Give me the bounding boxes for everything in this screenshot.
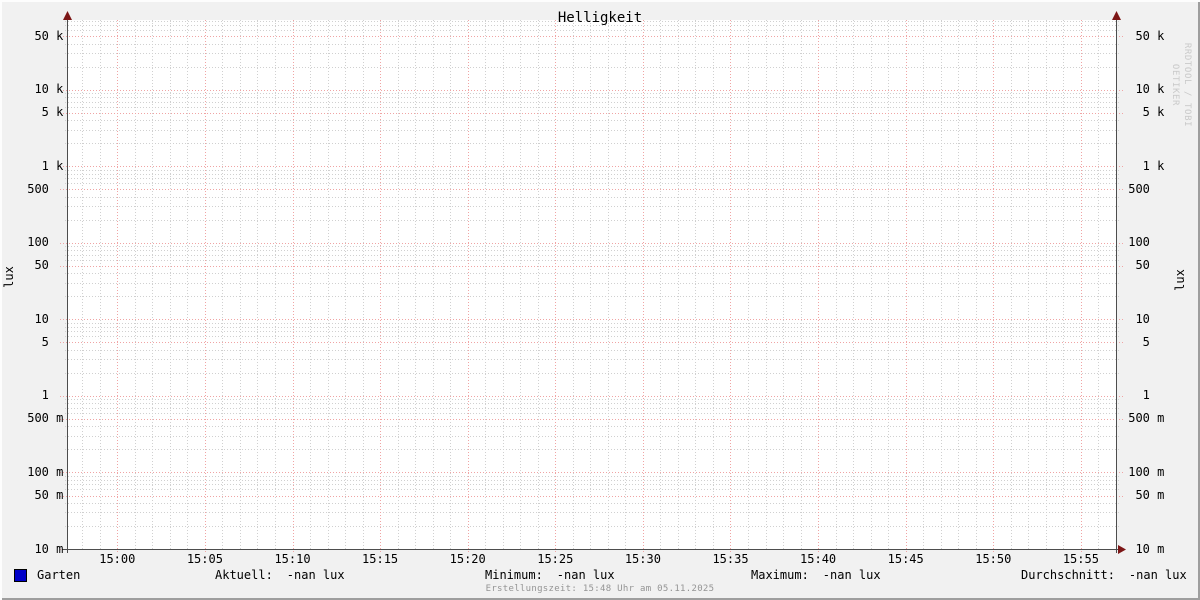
y-tick-label-left: 10 m bbox=[20, 541, 64, 556]
minor-gridlines bbox=[65, 20, 1120, 551]
y-tick-label-left: 500 bbox=[20, 181, 64, 196]
x-tick-label: 15:20 bbox=[449, 552, 486, 566]
y-tick-label-left: 1 k bbox=[20, 158, 64, 173]
y-tick-label-left: 100 m bbox=[20, 464, 64, 479]
x-tick-label: 15:50 bbox=[975, 552, 1012, 566]
y-tick-label-left: 100 bbox=[20, 235, 64, 250]
y-tick-label-right: 100 m bbox=[1121, 464, 1165, 479]
y-tick-label-right: 10 bbox=[1121, 311, 1165, 326]
y-tick-label-left: 10 bbox=[20, 311, 64, 326]
y-tick-label-left: 1 bbox=[20, 388, 64, 403]
y-tick-label-right: 100 bbox=[1121, 235, 1165, 250]
axes bbox=[62, 11, 1126, 554]
y-tick-label-right: 500 m bbox=[1121, 411, 1165, 426]
x-tick-label: 15:25 bbox=[537, 552, 574, 566]
x-tick-label: 15:00 bbox=[99, 552, 136, 566]
creation-timestamp: Erstellungszeit: 15:48 Uhr am 05.11.2025 bbox=[485, 584, 715, 594]
y-tick-label-right: 1 bbox=[1121, 388, 1165, 403]
x-tick-label: 15:55 bbox=[1062, 552, 1099, 566]
major-gridlines bbox=[60, 20, 1123, 553]
y-tick-label-right: 10 m bbox=[1121, 541, 1165, 556]
y-tick-label-left: 50 bbox=[20, 258, 64, 273]
y-tick-label-left: 50 k bbox=[20, 28, 64, 43]
x-tick-label: 15:05 bbox=[186, 552, 223, 566]
y-tick-label-right: 500 bbox=[1121, 181, 1165, 196]
x-tick-label: 15:35 bbox=[712, 552, 749, 566]
y-tick-label-right: 50 m bbox=[1121, 488, 1165, 502]
y-tick-label-left: 50 m bbox=[20, 488, 64, 502]
y-tick-label-right: 10 k bbox=[1121, 82, 1165, 97]
x-tick-label: 15:40 bbox=[800, 552, 837, 566]
y-tick-label-right: 50 bbox=[1121, 258, 1165, 273]
y-tick-label-right: 5 bbox=[1121, 334, 1165, 349]
x-tick-label: 15:45 bbox=[887, 552, 924, 566]
y-tick-label-right: 1 k bbox=[1121, 158, 1165, 173]
y-tick-label-left: 500 m bbox=[20, 411, 64, 426]
y-tick-label-right: 5 k bbox=[1121, 105, 1165, 120]
y-tick-label-left: 5 k bbox=[20, 105, 64, 120]
y-tick-label-right: 50 k bbox=[1121, 28, 1165, 43]
y-axis-unit-label-left: lux bbox=[2, 266, 16, 288]
y-tick-label-left: 5 bbox=[20, 334, 64, 349]
y-axis-unit-label-right: lux bbox=[1173, 269, 1187, 291]
chart-title: Helligkeit bbox=[557, 10, 643, 26]
x-tick-label: 15:15 bbox=[362, 552, 399, 566]
y-tick-label-left: 10 k bbox=[20, 82, 64, 97]
x-tick-label: 15:10 bbox=[274, 552, 311, 566]
rrdtool-watermark: RRDTOOL / TOBI OETIKER bbox=[1170, 42, 1192, 128]
x-tick-label: 15:30 bbox=[624, 552, 661, 566]
